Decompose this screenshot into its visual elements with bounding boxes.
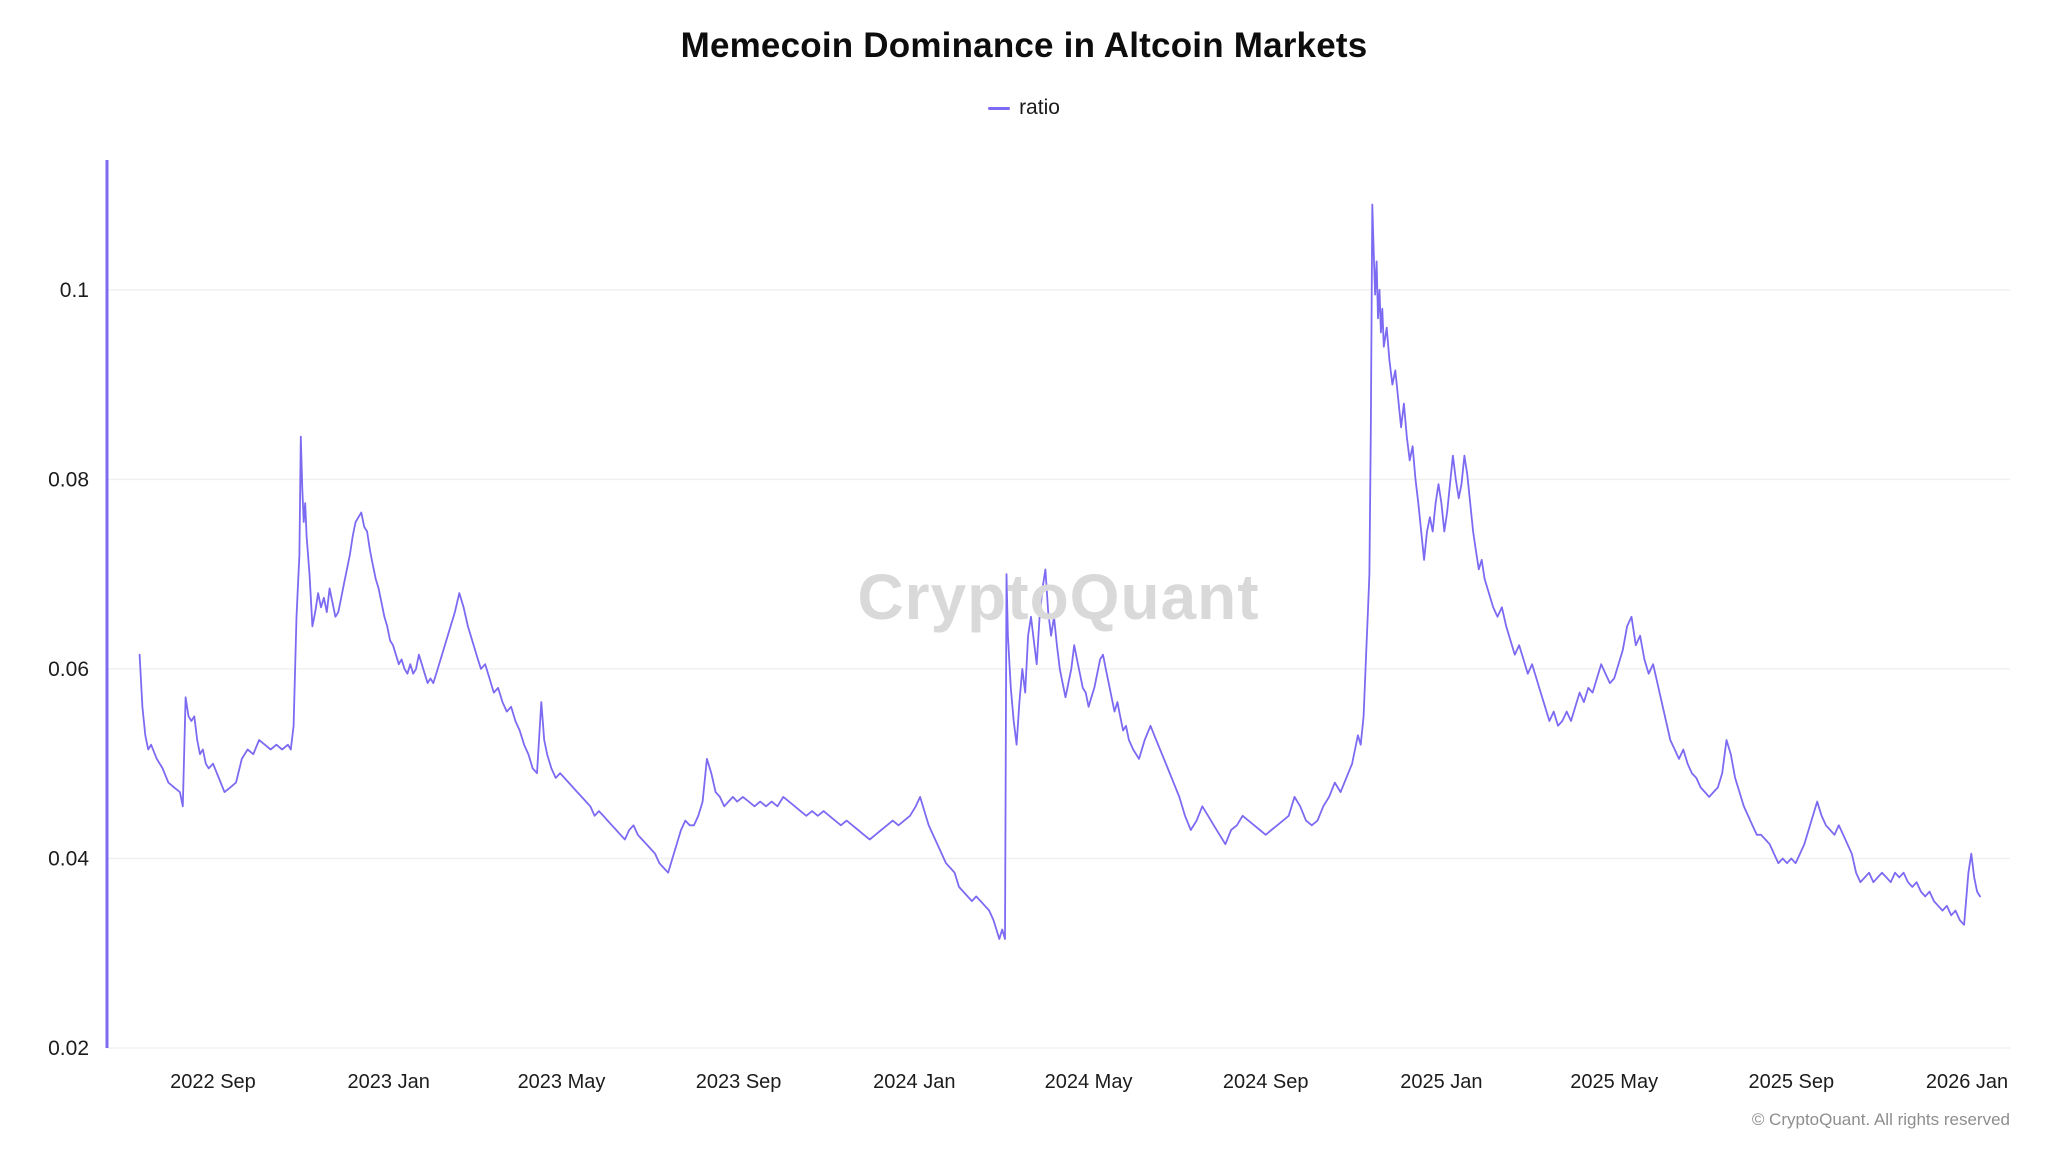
copyright-notice: © CryptoQuant. All rights reserved [1751,1110,2010,1129]
ratio-line-series[interactable] [138,203,1981,940]
x-tick-label: 2024 Jan [873,1071,955,1093]
chart-title: Memecoin Dominance in Altcoin Markets [680,26,1368,65]
legend: ratio [0,96,2048,120]
x-tick-label: 2024 May [1045,1071,1133,1093]
y-tick-label: 0.1 [60,279,89,302]
ratio-legend-swatch [988,106,1011,110]
x-tick-label: 2026 Jan [1926,1071,2008,1093]
x-tick-label: 2024 Sep [1223,1071,1309,1093]
y-tick-label: 0.08 [48,468,89,491]
x-tick-label: 2025 May [1570,1071,1658,1093]
x-tick-label: 2023 May [518,1071,606,1093]
y-tick-label: 0.06 [48,658,89,681]
x-tick-label: 2025 Sep [1748,1071,1834,1093]
x-tick-label: 2025 Jan [1400,1071,1482,1093]
x-tick-label: 2023 Jan [348,1071,430,1093]
x-tick-label: 2022 Sep [170,1071,256,1093]
y-tick-label: 0.04 [48,847,89,870]
y-tick-label: 0.02 [48,1037,89,1060]
ratio-legend-label: ratio [1019,96,1060,119]
x-tick-label: 2023 Sep [696,1071,782,1093]
